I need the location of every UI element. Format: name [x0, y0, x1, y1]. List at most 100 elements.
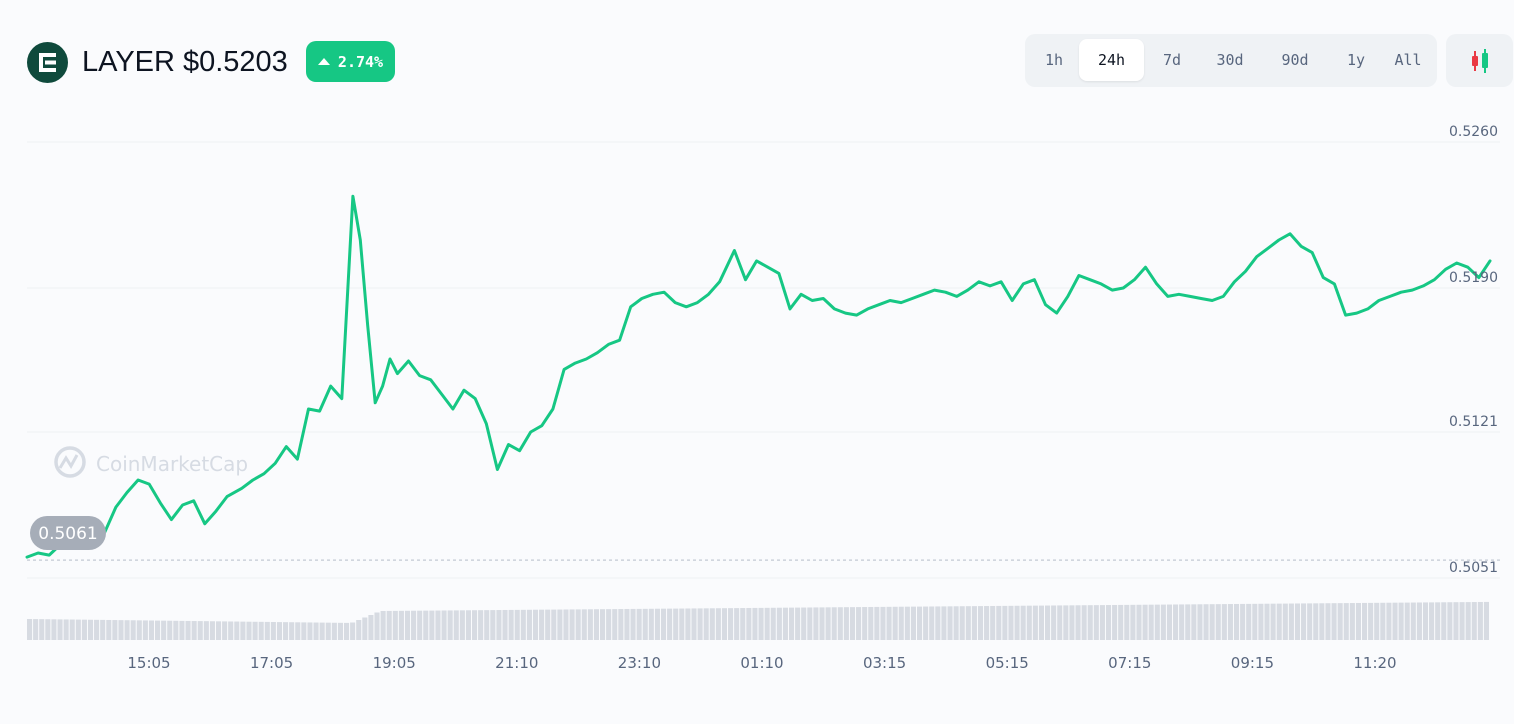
volume-bar	[234, 621, 240, 640]
volume-bar	[892, 606, 898, 640]
volume-bar	[862, 607, 868, 640]
volume-bar	[679, 608, 685, 640]
open-price-label: 0.5061	[30, 516, 106, 550]
volume-bar	[1051, 605, 1057, 640]
volume-bar	[795, 607, 801, 640]
volume-bar	[1166, 604, 1173, 640]
volume-bar	[959, 606, 965, 640]
volume-bar	[283, 622, 289, 640]
volume-bar	[1069, 605, 1075, 640]
volume-bar	[971, 606, 977, 640]
volume-bar	[136, 620, 142, 640]
volume-bar	[1136, 604, 1142, 640]
tab-30d[interactable]: 30d	[1216, 51, 1244, 69]
volume-bar	[1118, 604, 1124, 640]
volume-bar	[1404, 602, 1410, 640]
volume-bar	[819, 607, 825, 640]
tab-1y[interactable]: 1y	[1346, 51, 1366, 69]
volume-bar	[752, 607, 758, 640]
x-tick-label: 09:15	[1231, 654, 1274, 672]
volume-bar	[325, 622, 331, 640]
volume-bar	[167, 620, 173, 640]
volume-bar	[404, 610, 411, 640]
volume-bar	[1093, 605, 1099, 640]
volume-bar	[1197, 604, 1203, 640]
volume-bar	[532, 609, 539, 640]
volume-bar	[880, 606, 886, 640]
token-price: $0.5203	[182, 46, 288, 78]
volume-bar	[301, 622, 307, 641]
volume-bar	[1148, 604, 1154, 640]
volume-bar	[57, 619, 63, 641]
volume-bar	[1441, 602, 1447, 640]
volume-bar	[642, 608, 648, 640]
x-tick-label: 11:20	[1353, 654, 1396, 672]
volume-bar	[69, 619, 75, 640]
volume-bar	[843, 607, 849, 640]
volume-bar	[1337, 603, 1343, 640]
volume-bar	[728, 608, 734, 640]
volume-bar	[337, 622, 343, 641]
price-chart[interactable]: CoinMarketCap 0.5061 0.5260 0.5190 0.5121 0…	[0, 100, 1514, 720]
watermark-text: CoinMarketCap	[96, 452, 248, 476]
volume-bar	[161, 620, 167, 640]
tab-90d[interactable]: 90d	[1281, 51, 1309, 69]
volume-bar	[459, 610, 465, 640]
volume-bar	[441, 610, 447, 640]
volume-bar	[1349, 603, 1355, 640]
volume-bar	[947, 606, 953, 640]
volume-bar	[990, 605, 996, 640]
volume-bar	[1294, 603, 1301, 640]
volume-bar	[825, 607, 831, 640]
volume-bar	[118, 620, 124, 641]
volume-bar	[252, 621, 258, 640]
volume-bar	[624, 608, 630, 640]
y-tick-label: 0.5051	[1449, 560, 1498, 576]
volume-bar	[1221, 604, 1227, 640]
volume-bar	[1233, 603, 1240, 640]
price-series-line	[25, 194, 1492, 559]
volume-bar	[691, 608, 697, 640]
volume-bar	[1422, 602, 1429, 640]
volume-bar	[380, 610, 386, 640]
volume-bar	[868, 606, 874, 640]
volume-bar	[776, 607, 782, 640]
volume-bar	[45, 619, 51, 640]
volume-bar	[1026, 605, 1032, 640]
volume-bar	[1020, 605, 1026, 640]
volume-bar	[1185, 604, 1191, 640]
candlestick-chart-button[interactable]	[1446, 34, 1513, 87]
open-price-text: 0.5061	[38, 524, 97, 544]
volume-bar	[929, 606, 935, 640]
volume-bar	[313, 622, 319, 640]
volume-bar	[1471, 602, 1477, 640]
volume-bar	[764, 607, 770, 640]
volume-bar	[1307, 603, 1313, 640]
volume-bar	[618, 609, 624, 640]
tab-24h[interactable]: 24h	[1079, 39, 1144, 81]
volume-bar	[1398, 602, 1404, 640]
volume-bar	[1276, 603, 1282, 640]
volume-bar	[886, 606, 892, 640]
volume-bar	[343, 622, 350, 640]
volume-bar	[593, 609, 600, 640]
volume-bar	[1374, 602, 1380, 640]
volume-bar	[417, 610, 423, 640]
tab-7d[interactable]: 7d	[1162, 51, 1182, 69]
volume-bar	[1429, 602, 1435, 640]
price-change-badge: 2.74%	[306, 41, 395, 82]
volume-bar	[1246, 603, 1252, 640]
tab-all[interactable]: All	[1394, 51, 1422, 69]
volume-bar	[569, 609, 575, 640]
volume-bar	[545, 609, 551, 640]
volume-bar	[575, 609, 581, 640]
volume-bar	[1252, 603, 1258, 640]
volume-bar	[240, 621, 246, 641]
tab-1h[interactable]: 1h	[1044, 51, 1064, 69]
volume-bar	[685, 608, 691, 640]
volume-bar	[350, 622, 356, 640]
volume-bar	[1075, 605, 1081, 640]
volume-bar	[411, 610, 417, 640]
volume-bar	[606, 609, 612, 640]
volume-bar	[1355, 602, 1361, 640]
